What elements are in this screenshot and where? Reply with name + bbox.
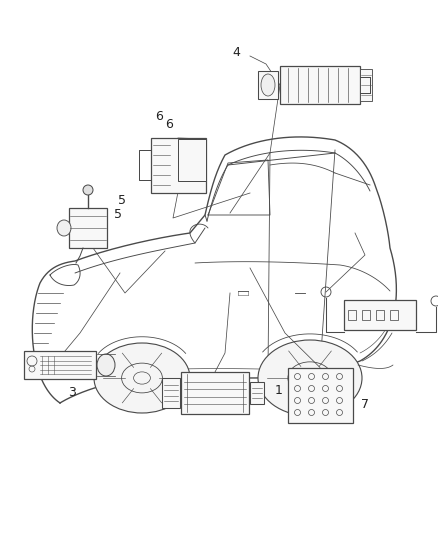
Ellipse shape xyxy=(258,340,362,416)
Text: 4: 4 xyxy=(232,45,240,59)
Bar xyxy=(360,69,372,101)
Ellipse shape xyxy=(97,354,115,376)
Bar xyxy=(151,138,205,192)
Bar xyxy=(24,351,96,379)
Text: 6: 6 xyxy=(165,118,173,132)
Text: 3: 3 xyxy=(68,386,76,400)
Bar xyxy=(162,378,180,408)
Bar xyxy=(250,382,264,404)
Bar xyxy=(348,310,356,320)
Bar xyxy=(362,310,370,320)
Ellipse shape xyxy=(94,343,190,413)
Bar xyxy=(287,367,353,423)
Text: 5: 5 xyxy=(114,207,122,221)
Text: 6: 6 xyxy=(155,110,163,124)
Ellipse shape xyxy=(57,220,71,236)
Text: 5: 5 xyxy=(118,193,126,206)
Bar xyxy=(178,139,206,181)
Bar xyxy=(280,66,360,104)
Ellipse shape xyxy=(261,74,275,96)
Bar xyxy=(69,208,107,248)
Text: 7: 7 xyxy=(360,399,368,411)
Bar xyxy=(181,372,249,414)
Bar xyxy=(258,71,278,99)
Bar xyxy=(376,310,384,320)
Text: 1: 1 xyxy=(275,384,283,398)
Circle shape xyxy=(83,185,93,195)
Bar xyxy=(344,300,416,330)
Bar xyxy=(390,310,398,320)
